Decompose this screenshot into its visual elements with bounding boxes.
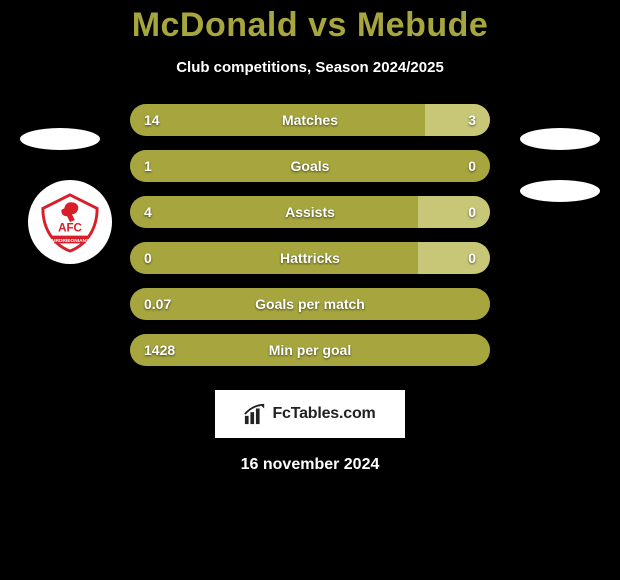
svg-text:AIRDRIEONIANS: AIRDRIEONIANS [51, 238, 90, 244]
afc-badge-icon: AFC AIRDRIEONIANS [39, 191, 101, 253]
stat-left-value: 0.07 [144, 296, 171, 312]
club-badge-left: AFC AIRDRIEONIANS [28, 180, 112, 264]
stat-bar-left-segment [130, 104, 425, 136]
stat-bar-left-segment [130, 196, 418, 228]
stat-bar: 0 0 Hattricks [130, 242, 490, 274]
stat-bar-right-segment [418, 196, 490, 228]
stat-label: Min per goal [269, 342, 351, 358]
stat-left-value: 1428 [144, 342, 175, 358]
player-left-marker [20, 128, 100, 150]
stat-bar: 0.07 Goals per match [130, 288, 490, 320]
stat-left-value: 1 [144, 158, 152, 174]
stat-left-value: 4 [144, 204, 152, 220]
player-right-marker-1 [520, 128, 600, 150]
stat-bar-right-segment [425, 104, 490, 136]
stat-label: Hattricks [280, 250, 340, 266]
stat-bar-list: 14 3 Matches 1 0 Goals 4 0 Assists 0 0 Hattricks 0.0… [130, 104, 490, 366]
stat-bar: 1428 Min per goal [130, 334, 490, 366]
date-line: 16 november 2024 [0, 456, 620, 474]
stat-bar-right-segment [418, 242, 490, 274]
stat-left-value: 14 [144, 112, 160, 128]
fctables-logo-icon [244, 403, 266, 425]
stat-bar: 1 0 Goals [130, 150, 490, 182]
stat-bar-left-segment [130, 242, 418, 274]
stat-label: Goals per match [255, 296, 365, 312]
stat-label: Matches [282, 112, 338, 128]
stat-bar: 4 0 Assists [130, 196, 490, 228]
page-title: McDonald vs Mebude [0, 6, 620, 45]
player-right-marker-2 [520, 180, 600, 202]
fctables-brand: FcTables.com [215, 390, 405, 438]
stat-left-value: 0 [144, 250, 152, 266]
stat-label: Assists [285, 204, 335, 220]
comparison-card: McDonald vs Mebude Club competitions, Se… [0, 0, 620, 580]
stat-right-value: 0 [468, 158, 476, 174]
stat-right-value: 3 [468, 112, 476, 128]
stat-bar: 14 3 Matches [130, 104, 490, 136]
stat-right-value: 0 [468, 204, 476, 220]
stat-label: Goals [291, 158, 330, 174]
page-subtitle: Club competitions, Season 2024/2025 [0, 59, 620, 76]
stat-right-value: 0 [468, 250, 476, 266]
svg-text:AFC: AFC [58, 222, 82, 235]
brand-text: FcTables.com [272, 405, 375, 423]
